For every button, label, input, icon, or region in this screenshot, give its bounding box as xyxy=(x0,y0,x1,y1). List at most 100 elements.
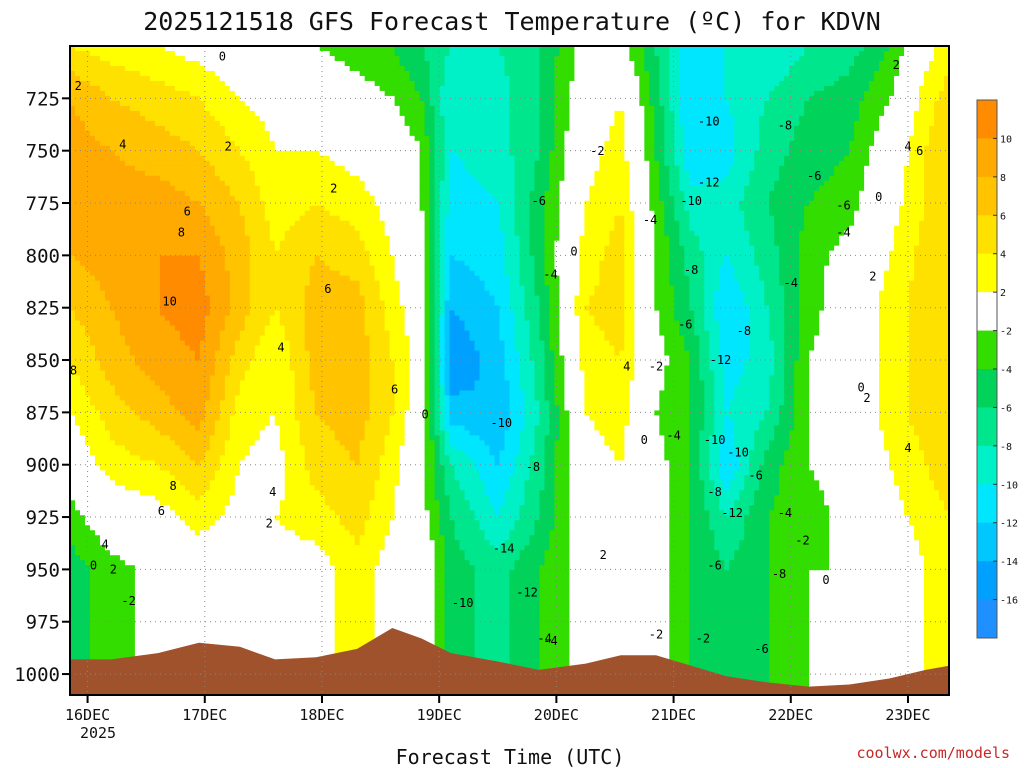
field-cell xyxy=(135,475,141,481)
field-cell xyxy=(145,216,151,222)
field-cell xyxy=(145,276,151,282)
field-cell xyxy=(115,236,121,242)
field-cell xyxy=(100,306,106,312)
field-cell xyxy=(100,86,106,92)
field-cell xyxy=(150,211,156,217)
field-cell xyxy=(120,351,126,357)
field-cell xyxy=(75,520,81,526)
field-cell xyxy=(125,490,131,496)
field-cell xyxy=(140,171,146,177)
field-cell xyxy=(75,51,81,57)
field-cell xyxy=(145,86,151,92)
field-cell xyxy=(90,261,96,267)
field-cell xyxy=(150,201,156,207)
field-cell xyxy=(100,385,106,391)
field-cell xyxy=(95,66,101,72)
field-cell xyxy=(135,570,141,576)
field-cell xyxy=(125,66,131,72)
field-cell xyxy=(110,191,116,197)
field-cell xyxy=(150,256,156,262)
field-cell xyxy=(110,625,116,631)
field-cell xyxy=(115,555,121,561)
field-cell xyxy=(100,206,106,212)
field-cell xyxy=(160,311,166,317)
field-cell xyxy=(115,550,121,556)
field-cell xyxy=(115,181,121,187)
field-cell xyxy=(110,341,116,347)
field-cell xyxy=(155,91,161,97)
field-cell xyxy=(110,445,116,451)
field-cell xyxy=(130,301,136,307)
field-cell xyxy=(100,141,106,147)
field-cell xyxy=(155,405,161,411)
field-cell xyxy=(155,66,161,72)
field-cell xyxy=(125,425,131,431)
field-cell xyxy=(160,226,166,232)
field-cell xyxy=(140,585,146,591)
field-cell xyxy=(115,470,121,476)
field-cell xyxy=(115,321,121,327)
field-cell xyxy=(125,336,131,342)
field-cell xyxy=(75,585,81,591)
field-cell xyxy=(120,71,126,77)
field-cell xyxy=(125,131,131,137)
field-cell xyxy=(80,525,86,531)
field-cell xyxy=(95,231,101,237)
field-cell xyxy=(120,555,126,561)
field-cell xyxy=(155,630,161,636)
field-cell xyxy=(155,435,161,441)
field-cell xyxy=(125,106,131,112)
field-cell xyxy=(105,101,111,107)
field-cell xyxy=(120,206,126,212)
field-cell xyxy=(115,495,121,501)
field-cell xyxy=(150,550,156,556)
field-cell xyxy=(155,550,161,556)
field-cell xyxy=(130,425,136,431)
field-cell xyxy=(75,380,81,386)
field-cell xyxy=(140,311,146,317)
field-cell xyxy=(140,241,146,247)
field-cell xyxy=(120,121,126,127)
field-cell xyxy=(90,286,96,292)
field-cell xyxy=(150,236,156,242)
field-cell xyxy=(155,535,161,541)
field-cell xyxy=(140,515,146,521)
field-cell xyxy=(100,296,106,302)
field-cell xyxy=(75,645,81,651)
field-cell xyxy=(125,480,131,486)
field-cell xyxy=(95,425,101,431)
field-cell xyxy=(115,346,121,352)
field-cell xyxy=(150,86,156,92)
field-cell xyxy=(165,111,171,117)
field-cell xyxy=(95,505,101,511)
field-cell xyxy=(80,331,86,337)
field-cell xyxy=(95,186,101,192)
field-cell xyxy=(140,430,146,436)
field-cell xyxy=(125,191,131,197)
field-cell xyxy=(125,256,131,262)
field-cell xyxy=(105,500,111,506)
field-cell xyxy=(115,56,121,62)
field-cell xyxy=(120,485,126,491)
field-cell xyxy=(125,56,131,62)
field-cell xyxy=(100,181,106,187)
field-cell xyxy=(150,565,156,571)
field-cell xyxy=(150,181,156,187)
field-cell xyxy=(80,570,86,576)
field-cell xyxy=(110,435,116,441)
field-cell xyxy=(115,510,121,516)
field-cell xyxy=(100,565,106,571)
field-cell xyxy=(115,196,121,202)
field-cell xyxy=(95,475,101,481)
field-cell xyxy=(110,156,116,162)
field-cell xyxy=(135,111,141,117)
field-cell xyxy=(115,101,121,107)
field-cell xyxy=(75,595,81,601)
field-cell xyxy=(110,71,116,77)
field-cell xyxy=(90,440,96,446)
field-cell xyxy=(120,525,126,531)
field-cell xyxy=(160,600,166,606)
field-cell xyxy=(90,126,96,132)
field-cell xyxy=(110,266,116,272)
field-cell xyxy=(135,266,141,272)
